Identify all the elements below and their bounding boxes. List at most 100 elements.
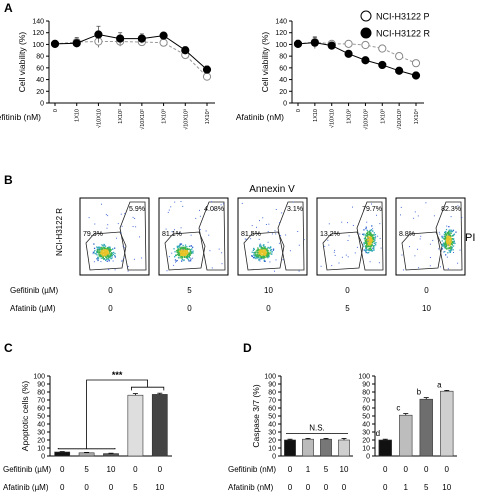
flow-event — [444, 245, 446, 247]
flow-event — [105, 254, 108, 256]
x-axis-title: Gefitinib (nM) — [0, 112, 41, 122]
flow-event-sparse — [208, 234, 210, 236]
flow-event-sparse — [190, 234, 192, 236]
flow-event-sparse — [167, 211, 169, 213]
flow-event-sparse — [199, 209, 200, 211]
flow-event — [257, 247, 259, 249]
flow-event — [450, 246, 453, 248]
bracket-right — [131, 386, 165, 391]
flow-event-sparse — [369, 261, 371, 263]
flow-event-sparse — [260, 258, 262, 260]
flow-event — [180, 256, 182, 258]
flow-event — [448, 247, 451, 250]
flow-event — [184, 253, 186, 256]
flow-pct-live: 8.8% — [399, 231, 415, 238]
data-point-resistant — [116, 34, 125, 43]
flow-plot: 4.08% 81.1% — [158, 197, 229, 276]
flow-event — [104, 254, 106, 256]
flow-event — [109, 251, 111, 253]
flow-event — [111, 252, 113, 254]
flow-event — [449, 242, 451, 244]
flow-event — [441, 248, 443, 250]
flow-event — [189, 260, 192, 262]
flow-event — [449, 240, 451, 242]
flow-event-sparse — [139, 236, 140, 238]
flow-event — [258, 253, 260, 255]
flow-event — [441, 244, 443, 246]
flow-event — [109, 253, 111, 255]
flow-event — [101, 248, 103, 251]
flow-event-sparse — [123, 257, 125, 259]
flow-event-sparse — [289, 250, 291, 252]
gate-apoptotic — [435, 201, 463, 271]
flow-plot: 5.9% 79.3% — [79, 197, 150, 276]
flow-event — [446, 233, 448, 235]
flow-event-sparse — [450, 216, 452, 218]
y-tick-label: 70 — [37, 398, 45, 405]
y-tick-label: 100 — [358, 374, 370, 381]
flow-event — [260, 245, 262, 248]
flow-event — [102, 245, 104, 247]
flow-event — [453, 238, 455, 240]
flow-event-sparse — [320, 265, 322, 267]
flow-event — [261, 246, 263, 249]
flow-event-sparse — [443, 251, 445, 253]
flow-event-sparse — [241, 202, 243, 204]
flow-event — [261, 257, 263, 259]
y-tick-label: 70 — [268, 398, 276, 405]
significance-letter: c — [396, 404, 400, 413]
flow-event — [178, 252, 180, 255]
flow-event — [97, 259, 99, 262]
flow-event — [189, 249, 191, 251]
flow-event — [186, 255, 188, 257]
y-tick-label: 30 — [362, 430, 370, 437]
flow-event-sparse — [205, 230, 207, 232]
flow-event-sparse — [372, 247, 373, 249]
flow-event — [366, 229, 368, 232]
chart-a-right: 0 20 40 60 80 100 120 140 0 1X10 √10X10 1X10² √10X10… — [236, 19, 424, 130]
flow-event — [448, 242, 450, 244]
data-point-parental — [344, 39, 353, 48]
flow-event — [184, 244, 187, 246]
flow-event — [449, 244, 451, 246]
y-tick-label: 100 — [275, 42, 287, 49]
flow-event — [373, 249, 375, 251]
flow-event — [96, 258, 98, 260]
flow-event-sparse — [133, 258, 135, 260]
flow-event — [448, 230, 450, 232]
flow-event — [102, 249, 105, 251]
flow-event — [181, 260, 183, 262]
flow-event — [262, 244, 264, 246]
flow-event — [192, 252, 194, 254]
flow-event-sparse — [166, 270, 168, 272]
flow-event — [108, 248, 110, 250]
flow-event — [442, 242, 445, 244]
flow-event — [94, 252, 96, 255]
y-tick-label: 20 — [279, 89, 287, 96]
flow-event — [105, 250, 107, 252]
flow-event-sparse — [221, 263, 223, 265]
flow-event-sparse — [213, 208, 214, 210]
flow-event — [364, 234, 367, 236]
flow-event — [181, 248, 183, 250]
flow-pct-apoptotic: 79.7% — [362, 206, 382, 213]
flow-event — [372, 237, 374, 239]
flow-event — [265, 253, 267, 256]
flow-event — [367, 236, 370, 238]
flow-event — [253, 255, 256, 257]
flow-event-sparse — [275, 233, 277, 235]
row1-dose: 0 — [404, 465, 409, 474]
row2-dose: 0 — [306, 483, 311, 492]
bar — [103, 453, 119, 457]
y-tick-label: 40 — [37, 422, 45, 429]
bar — [127, 394, 144, 457]
flow-event-sparse — [447, 268, 449, 270]
flow-event — [264, 260, 266, 262]
flow-event — [176, 249, 178, 251]
y-axis-title: Caspase 3/7 (%) — [251, 384, 261, 447]
y-tick-label: 0 — [366, 454, 370, 461]
flow-event — [264, 251, 266, 253]
flow-event — [367, 231, 369, 233]
flow-event — [176, 250, 178, 252]
flow-event — [272, 249, 275, 251]
